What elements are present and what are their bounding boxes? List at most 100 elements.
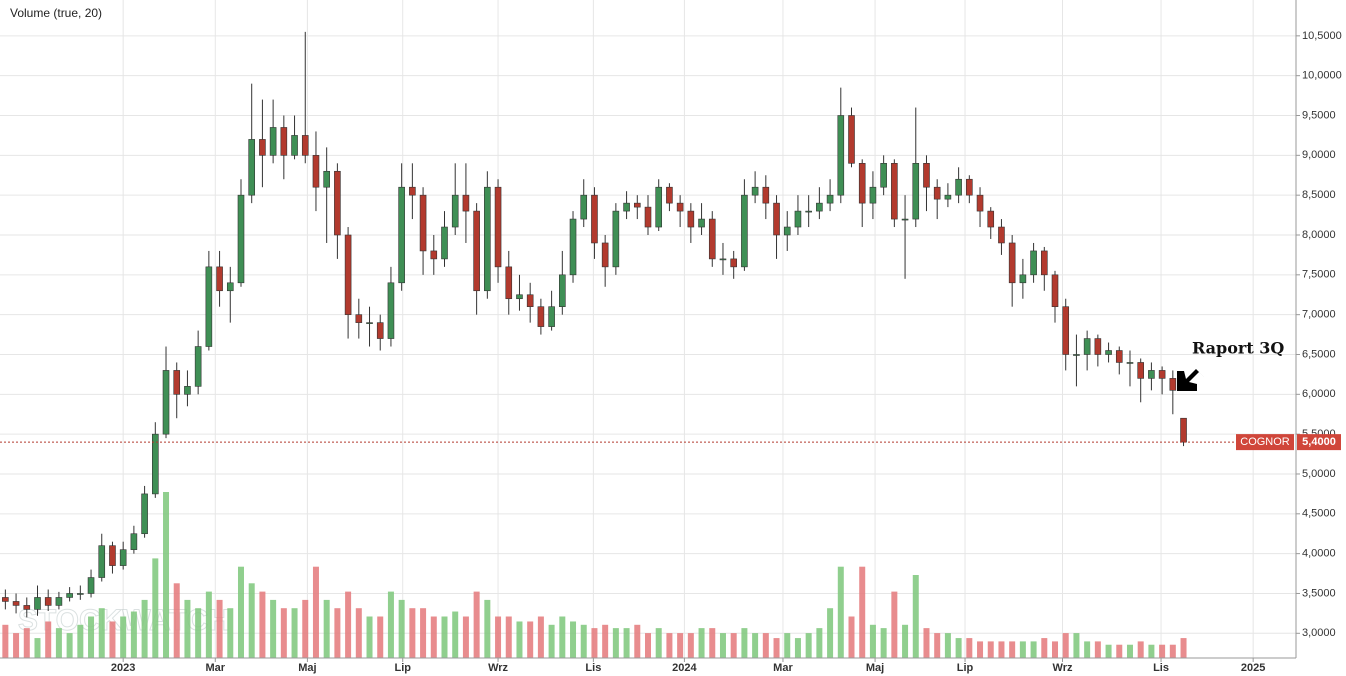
candle-body bbox=[66, 593, 73, 598]
candle-body bbox=[1180, 417, 1187, 443]
candle-body bbox=[1051, 274, 1059, 307]
volume-bar bbox=[527, 621, 534, 658]
x-tick-label: Lip bbox=[957, 662, 974, 674]
candle-body bbox=[773, 202, 780, 236]
volume-bar bbox=[666, 633, 673, 658]
volume-bar bbox=[45, 621, 52, 658]
y-tick-label: 5,0000 bbox=[1302, 468, 1336, 480]
candle-body bbox=[226, 282, 234, 292]
volume-bar bbox=[955, 638, 962, 658]
volume-bar bbox=[1073, 633, 1080, 658]
candle-body bbox=[1115, 350, 1123, 363]
candle-body bbox=[473, 210, 480, 292]
volume-bar bbox=[120, 616, 127, 658]
volume-bar bbox=[259, 591, 266, 658]
y-tick-label: 10,5000 bbox=[1302, 30, 1342, 42]
candle-body bbox=[751, 186, 759, 196]
volume-bar bbox=[173, 583, 180, 658]
volume-bar bbox=[184, 599, 191, 658]
volume-bar bbox=[1041, 638, 1048, 658]
candle-body bbox=[376, 322, 384, 339]
volume-bar bbox=[977, 641, 984, 658]
candle-body bbox=[505, 266, 513, 300]
y-tick-label: 4,5000 bbox=[1302, 508, 1336, 520]
candle-body bbox=[794, 210, 802, 228]
candle-body bbox=[1083, 338, 1091, 355]
volume-bar bbox=[741, 628, 748, 658]
volume-bar bbox=[55, 628, 62, 658]
volume-bar bbox=[377, 616, 384, 658]
y-tick-label: 9,5000 bbox=[1302, 109, 1336, 121]
volume-bar bbox=[130, 611, 137, 658]
candle-body bbox=[858, 163, 866, 204]
volume-bar bbox=[473, 591, 480, 658]
candle-body bbox=[205, 266, 213, 347]
candle-body bbox=[730, 258, 737, 268]
candle-body bbox=[516, 294, 523, 300]
volume-bar bbox=[570, 621, 577, 658]
x-tick-label: 2024 bbox=[672, 662, 697, 674]
candle-body bbox=[687, 210, 695, 228]
volume-bar bbox=[23, 628, 30, 658]
volume-bar bbox=[227, 608, 234, 658]
volume-bar bbox=[1148, 644, 1155, 658]
volume-bar bbox=[645, 633, 651, 658]
volume-bar bbox=[77, 624, 84, 658]
candle-body bbox=[130, 533, 138, 550]
chart-title: Volume (true, 20) bbox=[10, 6, 102, 20]
candle-body bbox=[334, 170, 341, 236]
volume-bar bbox=[944, 633, 951, 658]
volume-bar bbox=[987, 641, 994, 658]
volume-bar bbox=[430, 616, 437, 658]
candle-body bbox=[87, 577, 95, 594]
candle-layer bbox=[2, 31, 1187, 618]
candle-body bbox=[12, 601, 20, 606]
candle-body bbox=[591, 194, 598, 244]
volume-bar bbox=[816, 628, 823, 658]
annotation-arrow bbox=[1177, 369, 1204, 391]
candle-body bbox=[987, 210, 995, 228]
candle-body bbox=[216, 266, 223, 292]
volume-bar bbox=[762, 633, 769, 658]
volume-bar bbox=[398, 599, 405, 658]
volume-bar bbox=[280, 608, 287, 658]
candle-body bbox=[601, 242, 609, 268]
candle-body bbox=[77, 593, 84, 595]
candle-body bbox=[173, 370, 181, 395]
volume-bar bbox=[784, 633, 791, 658]
volume-bar bbox=[1180, 638, 1187, 658]
volume-bar bbox=[923, 628, 930, 658]
volume-bar bbox=[291, 608, 298, 658]
candle-body bbox=[901, 218, 909, 221]
candle-body bbox=[623, 202, 630, 212]
y-tick-label: 3,5000 bbox=[1302, 587, 1336, 599]
volume-bar bbox=[1030, 641, 1037, 658]
volume-bar bbox=[966, 638, 973, 658]
volume-bar bbox=[773, 638, 780, 658]
volume-bar bbox=[2, 624, 9, 658]
candle-body bbox=[430, 250, 438, 260]
volume-bar bbox=[827, 608, 834, 658]
volume-bar bbox=[730, 633, 737, 658]
candle-body bbox=[676, 202, 684, 212]
candle-body bbox=[162, 370, 170, 435]
candle-body bbox=[2, 597, 9, 602]
volume-bar bbox=[205, 591, 212, 658]
volume-bar bbox=[452, 611, 459, 658]
candle-body bbox=[269, 127, 277, 156]
x-tick-label: Lis bbox=[1153, 662, 1169, 674]
volume-bar bbox=[248, 583, 255, 658]
candle-body bbox=[762, 186, 770, 204]
candle-body bbox=[719, 258, 727, 261]
volume-bar bbox=[516, 621, 523, 658]
candle-body bbox=[366, 322, 373, 324]
candle-body bbox=[323, 170, 330, 188]
y-tick-label: 3,0000 bbox=[1302, 627, 1336, 639]
volume-bar bbox=[537, 616, 544, 658]
volume-bar bbox=[1019, 641, 1026, 658]
candle-body bbox=[869, 186, 877, 204]
candle-body bbox=[1073, 354, 1080, 356]
candle-body bbox=[1040, 250, 1048, 276]
candle-body bbox=[580, 194, 588, 220]
